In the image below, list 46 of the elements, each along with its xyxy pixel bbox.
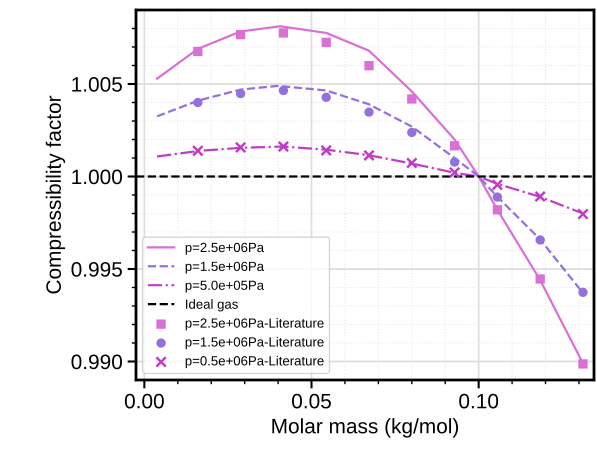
point bbox=[278, 140, 290, 152]
y-tick-label: 1.005 bbox=[72, 77, 122, 92]
point bbox=[492, 205, 502, 214]
point bbox=[534, 190, 546, 202]
legend-label: Ideal gas bbox=[186, 299, 238, 312]
point bbox=[536, 274, 545, 284]
point bbox=[193, 46, 203, 56]
legend-label: p=0.5e+06Pa-Literature bbox=[186, 356, 324, 368]
point bbox=[448, 166, 461, 178]
legend-label: p=5.0e+05Pa bbox=[186, 280, 264, 293]
point bbox=[322, 38, 331, 48]
x-tick-label: 0.00 bbox=[124, 394, 164, 408]
legend-label: p=1.5e+06Pa bbox=[186, 262, 264, 274]
point bbox=[278, 28, 288, 38]
point bbox=[193, 98, 203, 108]
y-tick-label: 0.990 bbox=[71, 354, 122, 370]
point bbox=[278, 86, 288, 96]
point bbox=[450, 157, 460, 167]
point bbox=[192, 144, 204, 157]
point bbox=[450, 141, 460, 150]
point bbox=[492, 192, 502, 202]
point bbox=[578, 288, 588, 297]
y-axis-title: Compressibility factor bbox=[46, 96, 66, 294]
point bbox=[364, 107, 374, 117]
point bbox=[320, 144, 332, 156]
point bbox=[491, 178, 504, 191]
point bbox=[406, 157, 418, 169]
point bbox=[577, 208, 589, 220]
y-tick-label: 0.995 bbox=[71, 262, 122, 277]
point bbox=[234, 142, 247, 154]
x-axis-title: Molar mass (kg/mol) bbox=[272, 418, 458, 438]
y-tick-label: 1.000 bbox=[72, 170, 122, 184]
x-tick-label: 0.05 bbox=[292, 394, 331, 408]
point bbox=[363, 150, 375, 162]
legend-label: p=1.5e+06Pa-Literature bbox=[186, 336, 324, 350]
x-tick-label: 0.10 bbox=[459, 394, 498, 408]
point bbox=[236, 30, 246, 40]
point bbox=[364, 61, 374, 70]
point bbox=[236, 88, 246, 98]
point bbox=[322, 92, 331, 102]
legend-label: p=2.5e+06Pa bbox=[186, 242, 264, 255]
point bbox=[578, 359, 588, 369]
point bbox=[407, 128, 416, 138]
point bbox=[536, 235, 545, 245]
legend-label: p=2.5e+06Pa-Literature bbox=[186, 318, 324, 330]
point bbox=[407, 94, 416, 104]
